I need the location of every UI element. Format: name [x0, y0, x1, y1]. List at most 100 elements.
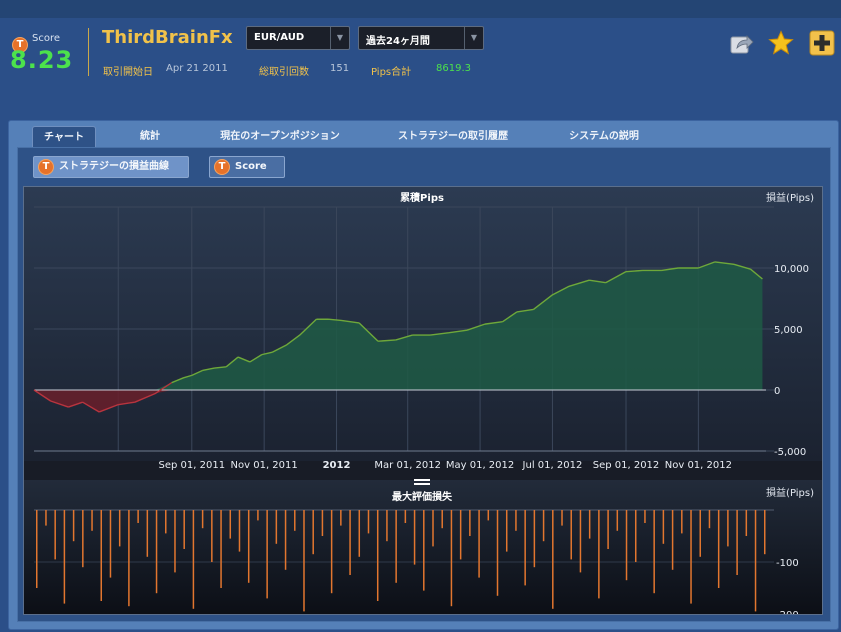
drawdown-bar: [174, 510, 176, 573]
drawdown-bar: [349, 510, 351, 575]
start-date-value: Apr 21 2011: [166, 63, 228, 74]
trades-label: 総取引回数: [259, 67, 309, 78]
y-tick-label: -5,000: [774, 447, 806, 458]
star-icon[interactable]: [768, 30, 794, 56]
y-tick-label: 0: [774, 386, 780, 397]
score-block: T Score 8.23: [10, 32, 72, 74]
drawdown-bar: [598, 510, 600, 599]
plus-icon[interactable]: [809, 30, 835, 56]
pnl-curve-button[interactable]: T ストラテジーの損益曲線: [33, 156, 189, 178]
drawdown-bar: [616, 510, 619, 531]
drawdown-bar: [72, 510, 75, 542]
tab-trade-history[interactable]: ストラテジーの取引履歴: [398, 131, 508, 142]
drawdown-bar: [653, 510, 655, 594]
drawdown-bar: [146, 510, 149, 557]
drawdown-bar: [432, 510, 434, 547]
chart-svg: 10,000 5,000 0 -5,000 Sep 01, 2011 Nov 01, 2…: [24, 187, 822, 621]
drawdown-bar: [727, 510, 729, 547]
drawdown-bar: [266, 510, 268, 599]
x-tick-label: Sep 01, 2012: [593, 460, 660, 471]
drawdown-bar: [118, 510, 121, 547]
drawdown-bar: [413, 510, 416, 565]
drawdown-bar: [303, 510, 305, 612]
equity-line-profit: [171, 261, 763, 384]
start-date-label: 取引開始日: [103, 67, 153, 78]
drawdown-bar: [247, 510, 250, 583]
drawdown-bar: [662, 510, 665, 544]
drawdown-bar: [229, 510, 232, 539]
splitter-handle[interactable]: [414, 479, 430, 485]
drawdown-bar: [45, 510, 47, 526]
drawdown-bar: [450, 510, 453, 607]
system-name: ThirdBrainFx: [102, 27, 233, 48]
drawdown-bar: [82, 510, 84, 568]
drawdown-bar: [386, 510, 388, 542]
tab-system-description[interactable]: システムの説明: [569, 131, 639, 142]
drawdown-bar: [754, 510, 757, 612]
x-tick-label: Jul 01, 2012: [522, 460, 583, 471]
lower-y-axis-label: 損益(Pips): [766, 486, 814, 499]
drawdown-bar: [441, 510, 443, 529]
drawdown-bar: [321, 510, 324, 536]
drawdown-bar: [634, 510, 637, 562]
drawdown-bar: [312, 510, 314, 555]
score-logo-icon: T: [12, 37, 28, 53]
drawdown-bar: [625, 510, 628, 581]
drawdown-bar: [211, 510, 213, 562]
tab-chart[interactable]: チャート: [32, 126, 96, 148]
tab-stats[interactable]: 統計: [140, 131, 160, 142]
pnl-curve-label: ストラテジーの損益曲線: [59, 161, 169, 172]
drawdown-bar: [671, 510, 674, 570]
drawdown-bar: [579, 510, 582, 573]
score-label: Score: [32, 33, 61, 44]
score-button-logo-icon: T: [214, 159, 230, 175]
drawdown-bar: [128, 510, 130, 607]
y-tick-label: 10,000: [774, 264, 809, 275]
drawdown-bar: [54, 510, 56, 560]
x-tick-label: May 01, 2012: [446, 460, 514, 471]
score-value: 8.23: [10, 46, 74, 74]
drawdown-bar: [284, 510, 287, 570]
score-button-label: Score: [235, 161, 267, 172]
drawdown-bar: [588, 510, 591, 539]
drawdown-bar: [91, 510, 93, 531]
pips-total-value: 8619.3: [436, 63, 471, 74]
x-tick-label: Mar 01, 2012: [374, 460, 441, 471]
drawdown-bar: [100, 510, 103, 601]
profit-area: [34, 261, 763, 390]
drawdown-bar: [257, 510, 259, 521]
drawdown-bar: [717, 510, 720, 588]
drawdown-bar: [644, 510, 646, 523]
trades-value: 151: [330, 63, 350, 74]
drawdown-bar: [294, 510, 296, 531]
drawdown-bar: [36, 510, 38, 588]
chevron-down-icon[interactable]: ▼: [464, 27, 483, 49]
drawdown-bar: [275, 510, 278, 544]
drawdown-bar: [330, 510, 333, 594]
drawdown-bar: [376, 510, 379, 601]
score-button[interactable]: T Score: [209, 156, 285, 178]
lower-y-tick-label: -100: [776, 558, 799, 569]
x-tick-label: Sep 01, 2011: [159, 460, 226, 471]
pair-select[interactable]: EUR/AUD ▼: [246, 26, 350, 50]
drawdown-bar: [570, 510, 572, 560]
drawdown-bar: [183, 510, 185, 549]
share-icon[interactable]: [729, 30, 755, 56]
drawdown-bar: [469, 510, 471, 536]
drawdown-bar: [496, 510, 499, 596]
equity-line-loss: [33, 382, 173, 413]
y-tick-label: 5,000: [774, 325, 803, 336]
drawdown-bar: [395, 510, 397, 583]
drawdown-bar: [505, 510, 508, 552]
drawdown-bar: [681, 510, 683, 534]
drawdown-bar: [552, 510, 554, 609]
tab-open-positions[interactable]: 現在のオープンポジション: [220, 131, 340, 142]
drawdown-bar: [708, 510, 711, 529]
drawdown-bar: [404, 510, 407, 523]
period-select[interactable]: 過去24ヶ月間 ▼: [358, 26, 484, 50]
drawdown-bar: [607, 510, 609, 549]
lower-y-tick-label: -200: [776, 610, 799, 614]
header-divider: [88, 28, 89, 76]
chevron-down-icon[interactable]: ▼: [330, 27, 349, 49]
drawdown-bar: [63, 510, 66, 604]
